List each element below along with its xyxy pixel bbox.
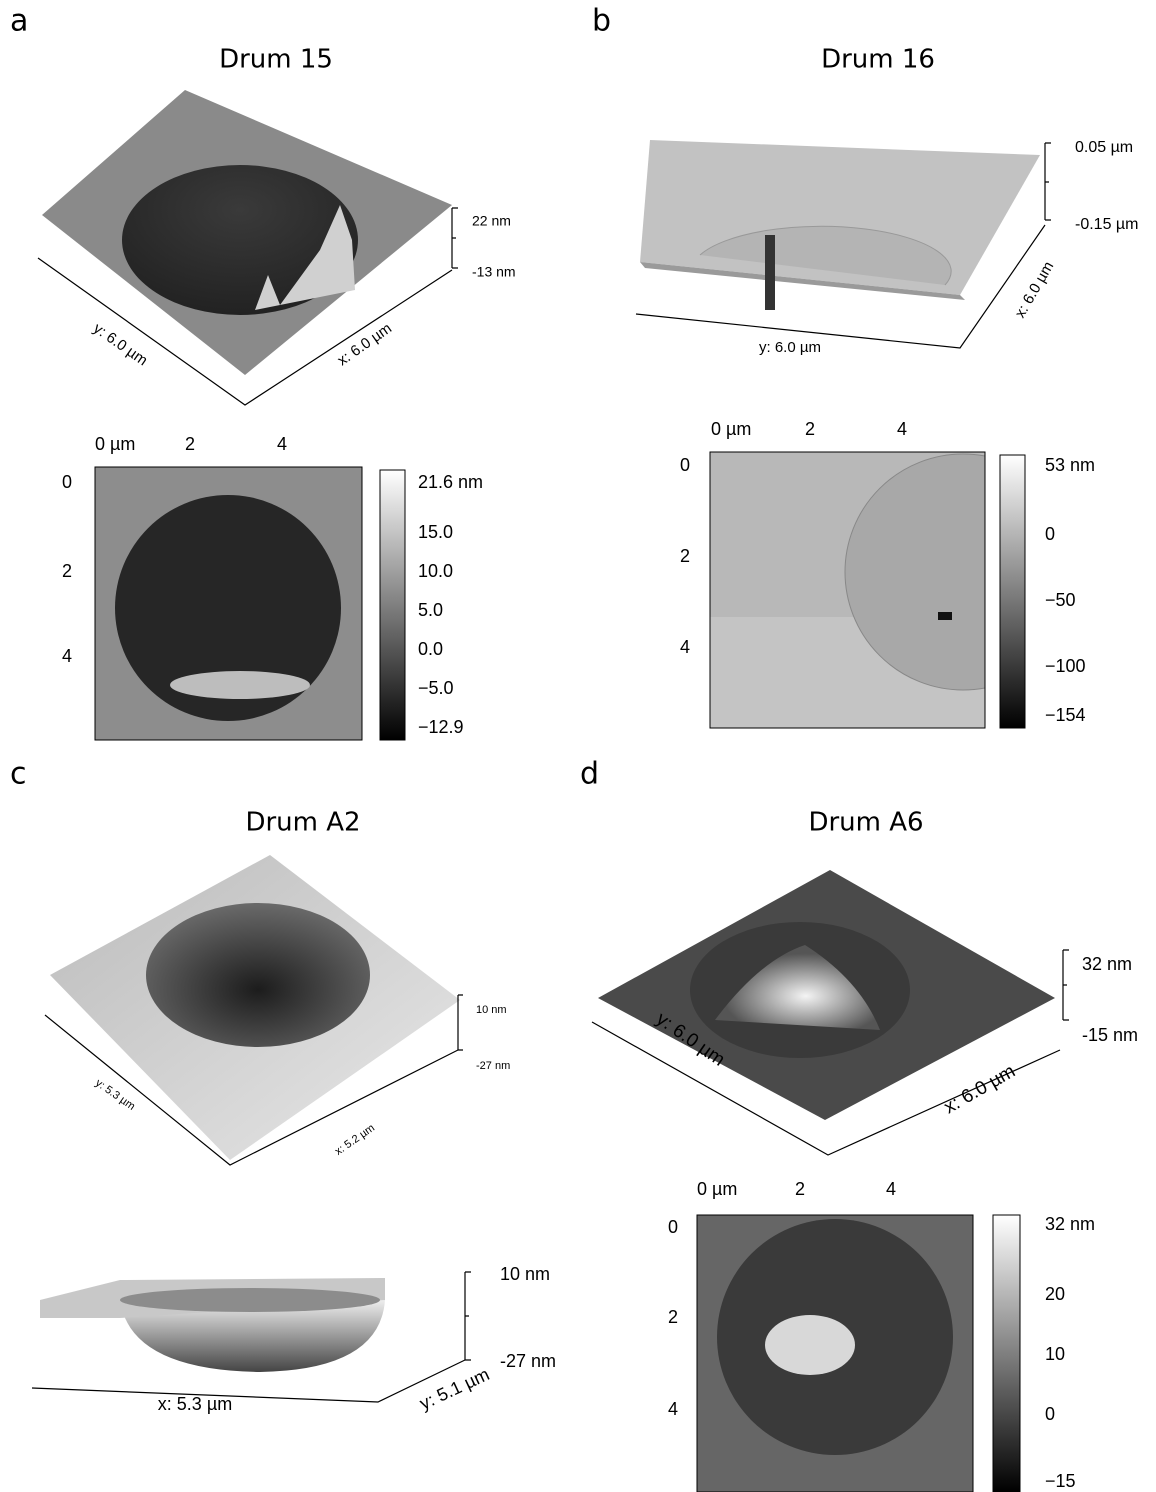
axis-label: x: 6.0 µm — [1012, 259, 1058, 321]
y-tick-label: 0 — [680, 455, 690, 475]
z-label: -27 nm — [500, 1351, 556, 1371]
surface-3d — [636, 140, 1051, 348]
x-tick-label: 4 — [897, 419, 907, 439]
colorbar-label: 32 nm — [1045, 1214, 1095, 1234]
x-tick-label: 0 µm — [697, 1179, 737, 1199]
axis-label: y: 6.0 µm — [90, 320, 151, 369]
surface-3d — [38, 90, 458, 405]
panel-letter: b — [592, 4, 611, 39]
z-label: 0.05 µm — [1075, 139, 1133, 156]
x-tick-label: 0 µm — [95, 434, 135, 454]
colorbar-label: −15 — [1045, 1471, 1076, 1491]
panel-title: Drum A6 — [808, 808, 923, 838]
y-tick-label: 0 — [668, 1217, 678, 1237]
colorbar-label: 15.0 — [418, 522, 453, 542]
z-label: -15 nm — [1082, 1025, 1138, 1045]
panel-letter: c — [10, 757, 27, 792]
z-label: 10 nm — [500, 1264, 550, 1284]
y-tick-label: 4 — [680, 637, 690, 657]
height-map — [697, 1215, 1020, 1492]
colorbar-label: 0 — [1045, 524, 1055, 544]
panel-title: Drum 15 — [219, 45, 333, 75]
axis-label: y: 6.0 µm — [759, 339, 821, 356]
x-tick-label: 0 µm — [711, 419, 751, 439]
axis-label: x: 5.2 µm — [333, 1122, 377, 1158]
height-map — [95, 467, 405, 740]
z-label: -0.15 µm — [1075, 216, 1138, 233]
panel-title: Drum 16 — [821, 45, 935, 75]
side-view — [32, 1272, 471, 1402]
colorbar-label: 0 — [1045, 1404, 1055, 1424]
y-tick-label: 2 — [680, 546, 690, 566]
y-tick-label: 4 — [668, 1399, 678, 1419]
colorbar-label: 0.0 — [418, 639, 443, 659]
z-label: 32 nm — [1082, 954, 1132, 974]
colorbar-label: −154 — [1045, 705, 1086, 725]
height-map — [710, 452, 1081, 728]
colorbar-label: −12.9 — [418, 717, 464, 737]
z-label: -27 nm — [476, 1060, 510, 1072]
panel-title: Drum A2 — [245, 808, 360, 838]
y-tick-label: 0 — [62, 472, 72, 492]
y-tick-label: 4 — [62, 646, 72, 666]
x-tick-label: 2 — [795, 1179, 805, 1199]
panel-letter: a — [10, 4, 28, 39]
axis-label: y: 5.3 µm — [93, 1077, 137, 1113]
colorbar-label: 20 — [1045, 1284, 1065, 1304]
colorbar-label: 10 — [1045, 1344, 1065, 1364]
panel-letter: d — [580, 757, 599, 792]
colorbar-label: 10.0 — [418, 561, 453, 581]
axis-label: y: 5.1 µm — [417, 1364, 493, 1414]
surface-3d — [45, 855, 463, 1165]
z-label: -13 nm — [472, 264, 516, 280]
z-label: 10 nm — [476, 1004, 507, 1016]
x-tick-label: 2 — [185, 434, 195, 454]
colorbar-label: −50 — [1045, 590, 1076, 610]
figure: a Drum 15 22 nm -13 nm y: 6.0 µm x: 6.0 µm 0 µ… — [0, 0, 1156, 1492]
colorbar-label: 21.6 nm — [418, 472, 483, 492]
y-tick-label: 2 — [668, 1307, 678, 1327]
colorbar-label: −100 — [1045, 656, 1086, 676]
y-tick-label: 2 — [62, 561, 72, 581]
colorbar-label: 53 nm — [1045, 455, 1095, 475]
x-tick-label: 4 — [886, 1179, 896, 1199]
axis-label: x: 6.0 µm — [941, 1061, 1020, 1118]
z-label: 22 nm — [472, 213, 511, 229]
x-tick-label: 2 — [805, 419, 815, 439]
x-tick-label: 4 — [277, 434, 287, 454]
axis-label: x: 5.3 µm — [158, 1394, 232, 1414]
colorbar-label: −5.0 — [418, 678, 454, 698]
colorbar-label: 5.0 — [418, 600, 443, 620]
